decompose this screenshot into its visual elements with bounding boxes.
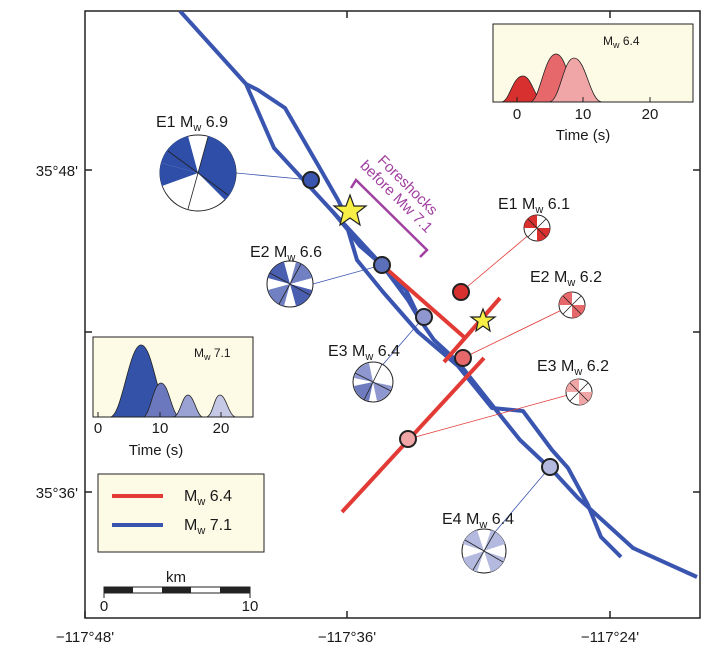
inset-71-title: Mw 7.1 bbox=[194, 346, 231, 362]
fault-blue-branch bbox=[346, 229, 623, 559]
legend: Mw 6.4 Mw 7.1 bbox=[97, 473, 265, 553]
y-tick-label-1: 35°48' bbox=[36, 163, 78, 180]
inset-64-title: Mw 6.4 bbox=[603, 34, 640, 50]
inset-64-pulse-3 bbox=[548, 57, 603, 103]
scale-bar-tick-10: 10 bbox=[242, 598, 259, 615]
inset-71-xtick-10: 10 bbox=[152, 420, 169, 437]
star-mw71-epicenter bbox=[332, 193, 368, 227]
inset-64-xtick-20: 20 bbox=[642, 106, 659, 123]
x-ticks-marks bbox=[84, 11, 611, 618]
label-blue-e2: E2 Mw 6.6 bbox=[250, 244, 322, 264]
y-tick-label-2: 35°36' bbox=[36, 485, 78, 502]
event-dot-red-e3 bbox=[399, 430, 417, 448]
y-ticks-marks bbox=[85, 169, 700, 493]
scale-bar bbox=[103, 586, 251, 598]
inset-64-xtick-10: 10 bbox=[575, 106, 592, 123]
legend-label-mw64: Mw 6.4 bbox=[184, 488, 232, 508]
fault-red-ne bbox=[442, 296, 502, 364]
inset-71-pulse-2 bbox=[142, 382, 181, 418]
beachball-blue-e1 bbox=[159, 134, 237, 212]
x-tick-label-2: −117°36' bbox=[318, 629, 376, 646]
inset-64-xlabel: Time (s) bbox=[556, 127, 610, 144]
inset-71-xtick-20: 20 bbox=[213, 420, 230, 437]
label-red-e3: E3 Mw 6.2 bbox=[537, 358, 609, 378]
label-blue-e3: E3 Mw 6.4 bbox=[328, 343, 400, 363]
beachball-red-e1 bbox=[523, 214, 551, 242]
foreshock-bracket bbox=[349, 178, 429, 258]
inset-71-pulse-3 bbox=[172, 394, 204, 418]
legend-label-mw71: Mw 7.1 bbox=[184, 517, 232, 537]
inset-64-xtick-0: 0 bbox=[513, 106, 521, 123]
event-dot-blue-e3 bbox=[415, 308, 433, 326]
x-tick-label-3: −117°24' bbox=[581, 629, 639, 646]
event-dot-blue-e4 bbox=[541, 458, 559, 476]
event-dot-red-e1 bbox=[452, 283, 470, 301]
event-dot-red-e2 bbox=[454, 349, 472, 367]
label-red-e1: E1 Mw 6.1 bbox=[498, 196, 570, 216]
fault-red-nw bbox=[380, 263, 466, 339]
inset-71-xlabel: Time (s) bbox=[129, 442, 183, 459]
beachball-blue-e4 bbox=[461, 528, 507, 574]
fault-blue-west-strand bbox=[245, 82, 348, 217]
star-mw64-epicenter bbox=[469, 307, 497, 333]
label-red-e2: E2 Mw 6.2 bbox=[530, 269, 602, 289]
scale-bar-unit: km bbox=[166, 569, 186, 586]
inset-stf-mw64: Mw 6.4 bbox=[492, 23, 694, 103]
beachball-blue-e3 bbox=[352, 361, 394, 403]
beachball-red-e2 bbox=[558, 291, 586, 319]
beachball-red-e3 bbox=[565, 378, 593, 406]
label-blue-e1: E1 Mw 6.9 bbox=[156, 114, 228, 134]
x-tick-label-1: −117°48' bbox=[56, 629, 114, 646]
inset-71-pulse-4 bbox=[205, 394, 237, 418]
event-dot-blue-e1 bbox=[302, 171, 320, 189]
scale-bar-tick-0: 0 bbox=[100, 598, 108, 615]
label-blue-e4: E4 Mw 6.4 bbox=[442, 511, 514, 531]
beachball-blue-e2 bbox=[266, 260, 314, 308]
event-dot-blue-e2 bbox=[373, 256, 391, 274]
inset-71-xtick-0: 0 bbox=[94, 420, 102, 437]
inset-stf-mw71: Mw 7.1 bbox=[92, 336, 254, 418]
